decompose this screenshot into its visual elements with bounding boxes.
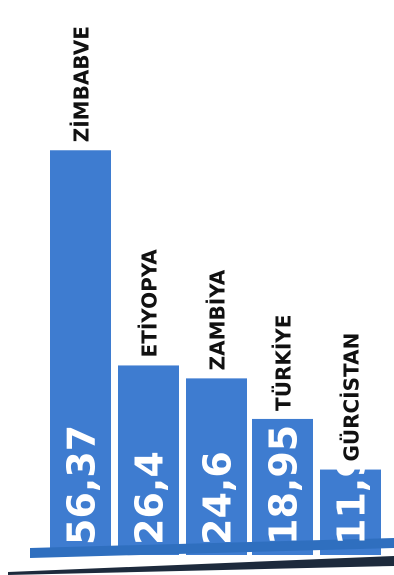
baseline-layer — [8, 538, 394, 575]
labels-layer: 56,37 ZİMBABVE 26,4 ETİYOPYA 24,6 ZAMBİYA 18,9… — [60, 26, 374, 545]
category-label-1: ZİMBABVE — [70, 26, 94, 142]
bar-2 — [118, 365, 179, 555]
category-label-5: GÜRCİSTAN — [340, 333, 364, 462]
value-label-2: 26,4 — [128, 451, 172, 545]
value-label-4: 18,95 — [262, 425, 306, 545]
baseline-dark-band — [8, 556, 394, 575]
baseline-blue-band — [30, 538, 394, 558]
bar-4 — [252, 418, 313, 555]
bar-3 — [186, 378, 247, 555]
category-label-2: ETİYOPYA — [138, 249, 162, 358]
category-label-4: TÜRKİYE — [272, 315, 296, 411]
bar-1 — [50, 150, 111, 555]
value-label-5: 11,9 — [330, 451, 374, 545]
value-label-3: 24,6 — [196, 451, 240, 545]
category-label-3: ZAMBİYA — [206, 269, 230, 370]
value-label-1: 56,37 — [60, 425, 104, 545]
